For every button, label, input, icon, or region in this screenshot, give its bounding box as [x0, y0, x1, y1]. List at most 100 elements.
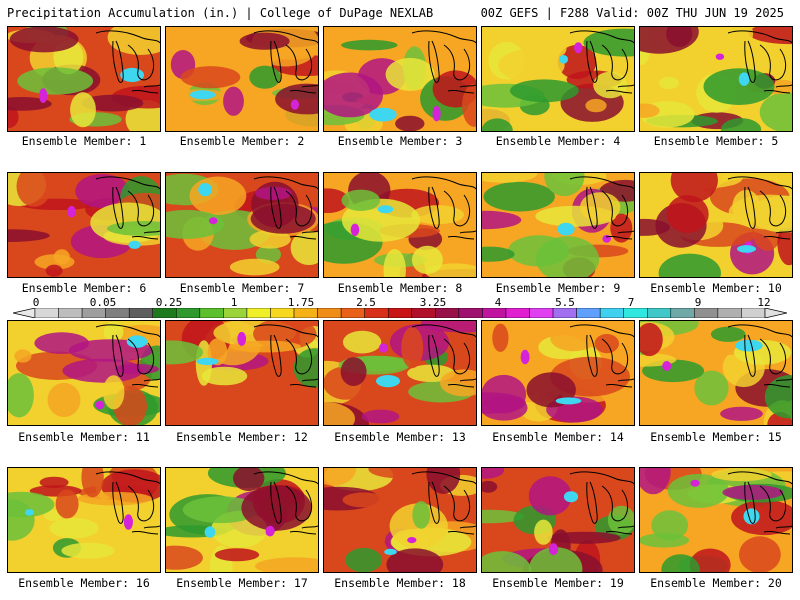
precip-field	[482, 468, 634, 572]
precip-field	[640, 321, 792, 425]
ensemble-map-3	[323, 26, 477, 132]
legend-level-label: 1.75	[287, 296, 315, 309]
ensemble-member-label: Ensemble Member: 11	[18, 430, 150, 444]
precip-field	[8, 321, 160, 425]
ensemble-member-label: Ensemble Member: 17	[176, 576, 308, 590]
precip-field	[324, 468, 476, 572]
legend-swatch	[717, 308, 742, 318]
ensemble-map-1	[7, 26, 161, 132]
legend-swatch	[670, 308, 695, 318]
legend-swatch	[387, 308, 413, 318]
legend-level-label: 7	[627, 296, 635, 309]
great-lakes-outline	[253, 471, 318, 535]
legend-swatch	[599, 308, 624, 318]
ensemble-map-2	[165, 26, 319, 132]
great-lakes-outline	[411, 176, 476, 240]
ensemble-map-14	[481, 320, 635, 426]
great-lakes-outline	[569, 324, 634, 388]
great-lakes-outline	[569, 30, 634, 94]
ensemble-member-label: Ensemble Member: 16	[18, 576, 150, 590]
ensemble-member-label: Ensemble Member: 20	[650, 576, 782, 590]
precip-field	[8, 468, 160, 572]
ensemble-member-label: Ensemble Member: 18	[334, 576, 466, 590]
legend-arrow-left	[13, 308, 36, 318]
ensemble-map-10	[639, 172, 793, 278]
great-lakes-outline	[253, 324, 318, 388]
legend-swatch	[552, 308, 577, 318]
legend-swatch	[58, 308, 83, 318]
legend-swatch	[270, 308, 295, 318]
color-legend: 0 0.05 0.25 1 1.75 2.5 3.25 4 5.5 7 9 12	[0, 296, 800, 318]
great-lakes-outline	[727, 30, 792, 94]
precip-field	[324, 27, 476, 131]
precip-field	[8, 27, 160, 131]
ensemble-member-label: Ensemble Member: 10	[650, 281, 782, 295]
great-lakes-outline	[727, 324, 792, 388]
legend-swatch	[246, 308, 271, 318]
great-lakes-outline	[253, 30, 318, 94]
precip-field	[482, 173, 634, 277]
legend-swatch	[105, 308, 130, 318]
legend-level-label: 9	[694, 296, 702, 309]
ensemble-member-label: Ensemble Member: 12	[176, 430, 308, 444]
ensemble-map-12	[165, 320, 319, 426]
ensemble-member-label: Ensemble Member: 4	[495, 134, 621, 148]
great-lakes-outline	[727, 471, 792, 535]
ensemble-map-18	[323, 467, 477, 573]
precip-field	[324, 173, 476, 277]
ensemble-member-label: Ensemble Member: 19	[492, 576, 624, 590]
ensemble-member-label: Ensemble Member: 7	[179, 281, 305, 295]
precip-field	[324, 321, 476, 425]
legend-swatch	[364, 308, 389, 318]
legend-swatch	[741, 308, 766, 318]
legend-swatch	[34, 308, 59, 318]
ensemble-map-8	[323, 172, 477, 278]
precip-field	[482, 321, 634, 425]
legend-level-label: 4	[494, 296, 502, 309]
legend-swatch	[176, 308, 201, 318]
legend-swatch	[694, 308, 719, 318]
legend-level-label: 0	[32, 296, 40, 309]
precip-field	[166, 468, 318, 572]
great-lakes-outline	[411, 30, 476, 94]
ensemble-map-9	[481, 172, 635, 278]
precip-field	[166, 27, 318, 131]
legend-swatch	[340, 308, 365, 318]
legend-swatch	[623, 308, 648, 318]
ensemble-member-label: Ensemble Member: 13	[334, 430, 466, 444]
ensemble-map-15	[639, 320, 793, 426]
legend-swatch	[647, 308, 672, 318]
ensemble-map-5	[639, 26, 793, 132]
legend-level-label: 0.25	[155, 296, 183, 309]
legend-level-label: 5.5	[555, 296, 575, 309]
legend-level-label: 1	[230, 296, 238, 309]
legend-swatch	[458, 308, 483, 318]
precip-field	[640, 27, 792, 131]
great-lakes-outline	[253, 176, 318, 240]
ensemble-map-11	[7, 320, 161, 426]
legend-level-label: 0.05	[89, 296, 117, 309]
legend-swatch	[81, 308, 106, 318]
ensemble-map-19	[481, 467, 635, 573]
ensemble-map-13	[323, 320, 477, 426]
great-lakes-outline	[411, 324, 476, 388]
ensemble-map-20	[639, 467, 793, 573]
legend-swatch	[505, 308, 530, 318]
legend-level-label: 12	[757, 296, 771, 309]
ensemble-member-label: Ensemble Member: 15	[650, 430, 782, 444]
ensemble-member-label: Ensemble Member: 5	[653, 134, 779, 148]
ensemble-member-label: Ensemble Member: 14	[492, 430, 624, 444]
great-lakes-outline	[569, 176, 634, 240]
ensemble-member-label: Ensemble Member: 8	[337, 281, 463, 295]
precip-field	[8, 173, 160, 277]
legend-swatch	[293, 308, 318, 318]
legend-swatch	[317, 308, 342, 318]
ensemble-member-label: Ensemble Member: 3	[337, 134, 463, 148]
great-lakes-outline	[95, 471, 160, 535]
great-lakes-outline	[727, 176, 792, 240]
precip-field	[640, 173, 792, 277]
great-lakes-outline	[95, 176, 160, 240]
ensemble-member-label: Ensemble Member: 1	[21, 134, 147, 148]
great-lakes-outline	[95, 324, 160, 388]
precip-field	[166, 321, 318, 425]
